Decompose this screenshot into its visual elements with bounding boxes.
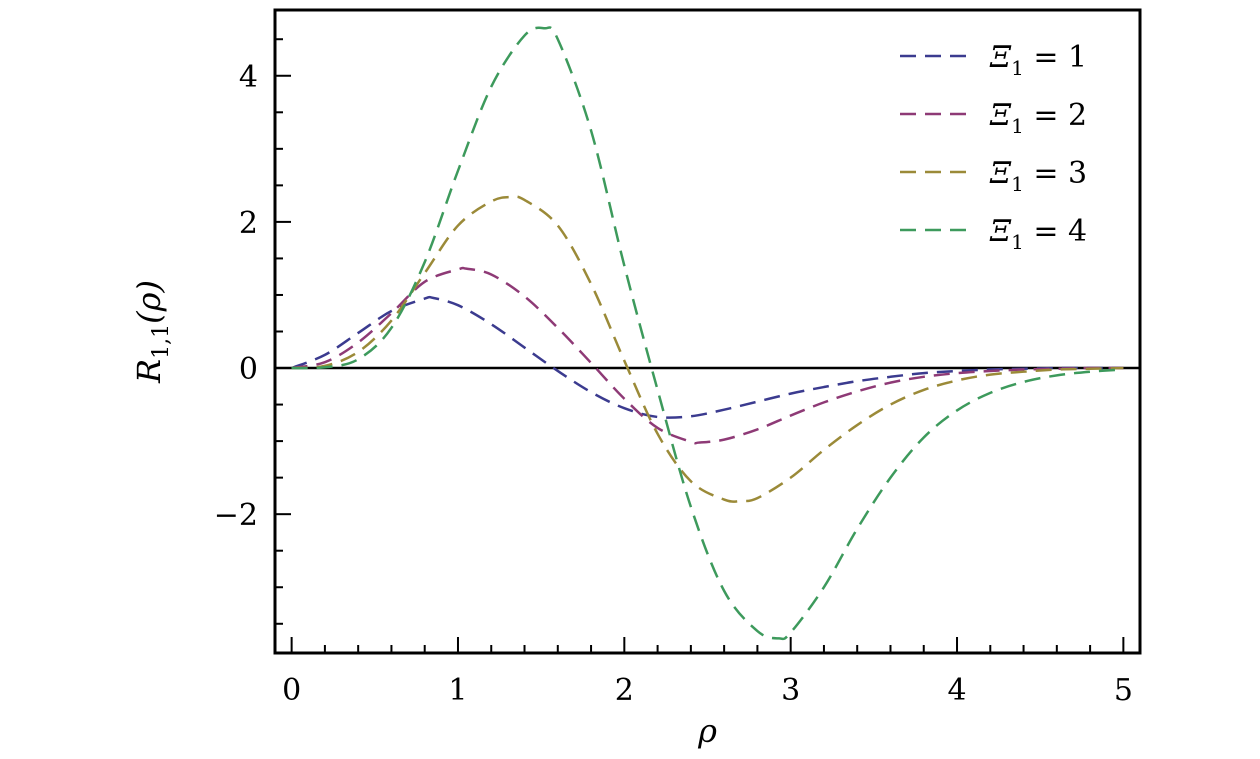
y-axis-label-argument: (ρ) (130, 280, 168, 324)
y-tick-label: −2 (214, 498, 258, 533)
series-line-2 (291, 266, 1124, 445)
series-line-4 (291, 26, 1124, 641)
legend-label: Ξ1 = 2 (989, 98, 1087, 138)
y-tick-label: 2 (239, 206, 258, 241)
x-axis-label: ρ (697, 712, 717, 750)
legend-item-1: Ξ1 = 1 (900, 40, 1087, 80)
y-axis-label: R1,1(ρ) (130, 280, 174, 384)
legend-label: Ξ1 = 3 (989, 156, 1087, 196)
legend-item-4: Ξ1 = 4 (900, 214, 1087, 254)
x-tick-labels: 0 1 2 3 4 5 (282, 673, 1133, 708)
plot-frame (273, 8, 1142, 655)
x-tick-label: 4 (947, 673, 966, 708)
x-tick-label: 3 (781, 673, 800, 708)
legend-item-3: Ξ1 = 3 (900, 156, 1087, 196)
legend-item-2: Ξ1 = 2 (900, 98, 1087, 138)
x-tick-label: 5 (1114, 673, 1133, 708)
x-tick-label: 2 (615, 673, 634, 708)
x-tick-label: 0 (282, 673, 301, 708)
legend: Ξ1 = 1 Ξ1 = 2 Ξ1 = 3 Ξ1 = 4 (900, 40, 1087, 254)
legend-label: Ξ1 = 1 (989, 40, 1087, 80)
y-axis-label-base: R (130, 359, 168, 384)
y-tick-labels: −2 0 2 4 (214, 60, 258, 533)
series-lines (291, 26, 1124, 641)
y-tick-label: 0 (239, 352, 258, 387)
y-axis-label-subscript: 1,1 (149, 324, 174, 359)
series-line-3 (291, 195, 1124, 503)
legend-label: Ξ1 = 4 (989, 214, 1087, 254)
x-tick-label: 1 (448, 673, 467, 708)
y-tick-label: 4 (239, 60, 258, 95)
series-line-1 (291, 295, 1124, 419)
